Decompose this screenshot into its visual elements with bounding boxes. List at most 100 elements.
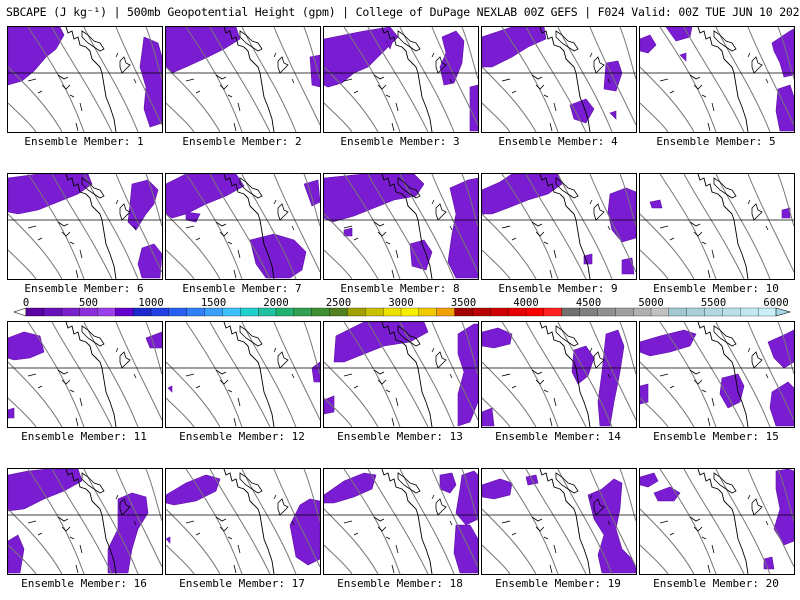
ensemble-member-label: Ensemble Member: 17 (179, 577, 305, 590)
ensemble-member-map (481, 173, 637, 280)
cape-region (385, 40, 393, 50)
inland-feature (511, 237, 517, 241)
ensemble-member-label: Ensemble Member: 19 (495, 577, 621, 590)
height-contour (461, 174, 478, 227)
inland-feature (711, 397, 715, 407)
inland-feature (395, 544, 399, 554)
member-map-svg (482, 27, 636, 132)
inland-feature (549, 564, 553, 574)
inland-feature (185, 225, 195, 229)
height-contour (747, 174, 794, 273)
inland-feature (395, 102, 399, 112)
cape-region (482, 478, 513, 500)
inland-feature (607, 78, 611, 84)
inland-feature (27, 78, 37, 82)
cape-region (679, 52, 687, 62)
colorbar-swatch (597, 307, 616, 317)
inland-feature (395, 397, 399, 407)
colorbar-swatch (704, 307, 723, 317)
colorbar-swatch (347, 307, 366, 317)
island-outline (81, 325, 105, 347)
colorbar-swatch (668, 307, 688, 317)
height-contour (777, 174, 794, 227)
height-contour (640, 102, 669, 132)
height-contour (51, 174, 113, 279)
inland-feature (195, 90, 201, 94)
inland-feature (689, 369, 701, 375)
island-outline (239, 177, 263, 199)
colorbar-swatch (365, 307, 384, 317)
colorbar-swatch (418, 307, 438, 317)
member-map-svg (166, 27, 320, 132)
puget-sound-outline (277, 203, 289, 221)
inland-feature (273, 494, 277, 500)
height-contour (619, 27, 636, 80)
inland-feature (385, 241, 391, 245)
height-contour (619, 469, 636, 522)
colorbar-tick-label: 1500 (200, 297, 227, 309)
height-contour (399, 27, 455, 132)
inland-feature (543, 241, 549, 245)
inland-feature (343, 225, 353, 229)
cape-region (137, 243, 162, 279)
ensemble-member-map (323, 173, 479, 280)
member-map-svg (482, 469, 636, 574)
inland-feature (69, 536, 75, 540)
height-contour (303, 322, 320, 375)
puget-sound-outline (435, 203, 447, 221)
height-contour (659, 322, 717, 427)
cape-region (439, 472, 457, 494)
colorbar-swatch (507, 307, 527, 317)
height-contour (303, 174, 320, 227)
inland-feature (501, 520, 511, 524)
inland-feature (385, 389, 391, 393)
height-contour (51, 469, 113, 574)
height-contour (343, 469, 401, 574)
inland-feature (431, 52, 435, 58)
inland-feature (343, 373, 353, 377)
height-contour (83, 469, 139, 574)
ensemble-member-map (639, 173, 795, 280)
inland-feature (273, 347, 277, 353)
colorbar-swatch (150, 307, 170, 317)
coastline (697, 27, 749, 132)
colorbar-tick-label: 4500 (575, 297, 602, 309)
inland-feature (535, 231, 545, 237)
height-contour (324, 544, 353, 574)
inland-feature (449, 78, 453, 84)
height-contour (166, 508, 221, 574)
puget-sound-outline (119, 56, 131, 74)
inland-feature (549, 269, 553, 279)
ensemble-member-map (323, 468, 479, 575)
member-map-svg (482, 174, 636, 279)
inland-feature (75, 417, 79, 427)
height-contour (324, 213, 379, 279)
inland-feature (689, 221, 701, 227)
cape-region (185, 211, 201, 223)
inland-feature (543, 536, 549, 540)
inland-feature (353, 237, 359, 241)
ensemble-member-label: Ensemble Member: 14 (495, 430, 621, 443)
height-contour (303, 27, 320, 80)
puget-sound-outline (751, 498, 763, 516)
colorbar-tick-label: 0 (22, 297, 30, 309)
inland-feature (553, 544, 557, 554)
cape-region (457, 323, 478, 427)
cape-region (569, 98, 595, 124)
colorbar-swatch (186, 307, 206, 317)
inland-feature (57, 221, 69, 227)
inland-feature (373, 74, 385, 80)
inland-feature (689, 74, 701, 80)
cape-region (719, 373, 745, 409)
height-contour (525, 322, 587, 427)
coastline (381, 174, 433, 279)
ensemble-member-label: Ensemble Member: 12 (179, 430, 305, 443)
height-contour (367, 27, 429, 132)
height-contour (185, 174, 243, 279)
cape-region (640, 472, 659, 488)
cape-region (8, 174, 93, 215)
inland-feature (511, 385, 517, 389)
inland-feature (589, 199, 593, 205)
height-contour (8, 213, 63, 279)
colorbar-swatch (222, 307, 241, 317)
